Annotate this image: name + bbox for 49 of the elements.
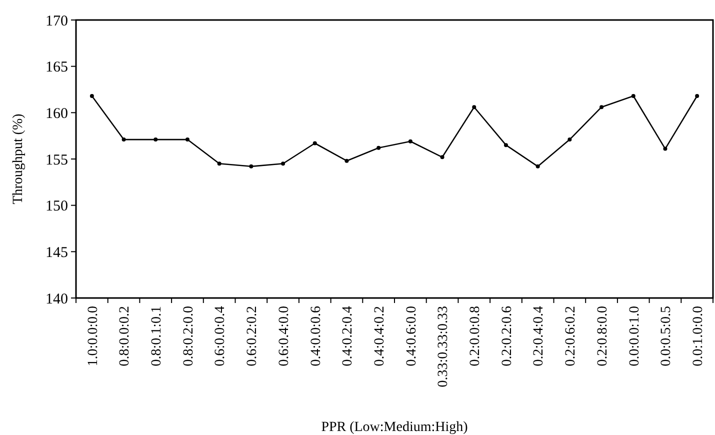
y-tick-label: 150 — [46, 198, 68, 215]
y-axis-title: Throughput (%) — [11, 113, 26, 204]
x-tick-label: 0.8:0.1:0.1 — [150, 306, 165, 366]
y-tick-label: 155 — [46, 152, 68, 168]
x-tick-label: 0.4:0.4:0.2 — [372, 306, 388, 366]
x-tick-label: 0.6:0.2:0.2 — [245, 306, 260, 366]
point — [249, 164, 254, 168]
point — [122, 138, 126, 142]
x-tick-label: 0.2:0.6:0.2 — [564, 306, 579, 366]
point — [663, 146, 668, 151]
x-tick-label: 0.0:1.0:0.0 — [690, 306, 706, 366]
y-tick-label: 160 — [46, 106, 68, 122]
x-tick-label: 0.2:0.8:0.0 — [595, 306, 610, 366]
point — [376, 146, 381, 150]
x-tick-label: 0.6:0.0:0.4 — [213, 306, 228, 366]
y-tick-label: 165 — [46, 60, 68, 76]
x-tick-label: 0.4:0.2:0.4 — [340, 306, 356, 366]
point — [217, 162, 222, 166]
point — [90, 94, 94, 98]
x-tick-label: 0.4:0.6:0.0 — [404, 306, 420, 366]
x-tick-label: 0.2:0.0:0.8 — [468, 306, 484, 366]
point — [185, 138, 190, 142]
point — [568, 138, 572, 142]
x-tick-label: 0.8:0.0:0.2 — [118, 306, 133, 366]
point — [408, 139, 412, 144]
x-tick-label: 0.4:0.0:0.6 — [308, 306, 324, 366]
x-tick-label: 0.0:0.0:1.0 — [627, 306, 642, 366]
x-tick-label: 1.0:0.0:0.0 — [86, 306, 101, 366]
point — [536, 164, 540, 168]
x-tick-label: 0.8:0.2:0.0 — [181, 306, 196, 366]
x-tick-label: 0.6:0.4:0.0 — [276, 306, 292, 366]
point — [504, 143, 508, 148]
point — [154, 138, 158, 142]
point — [312, 141, 317, 146]
y-tick-label: 140 — [46, 291, 68, 308]
point — [344, 158, 349, 163]
x-tick-label: 0.0:0.5:0.5 — [659, 306, 674, 366]
x-axis-title: PPR (Low:Medium:High) — [321, 420, 468, 435]
point — [600, 105, 604, 110]
x-tick-label: 0.33:0.33:0.33 — [436, 306, 452, 388]
y-tick-label: 145 — [46, 244, 68, 261]
x-tick-label: 0.2:0.2:0.6 — [500, 306, 515, 366]
y-tick-label: 170 — [46, 13, 68, 30]
point — [472, 105, 476, 110]
point — [281, 162, 286, 166]
point — [631, 94, 636, 98]
point — [695, 94, 700, 98]
point — [440, 155, 444, 160]
x-tick-label: 0.2:0.4:0.4 — [532, 306, 547, 366]
